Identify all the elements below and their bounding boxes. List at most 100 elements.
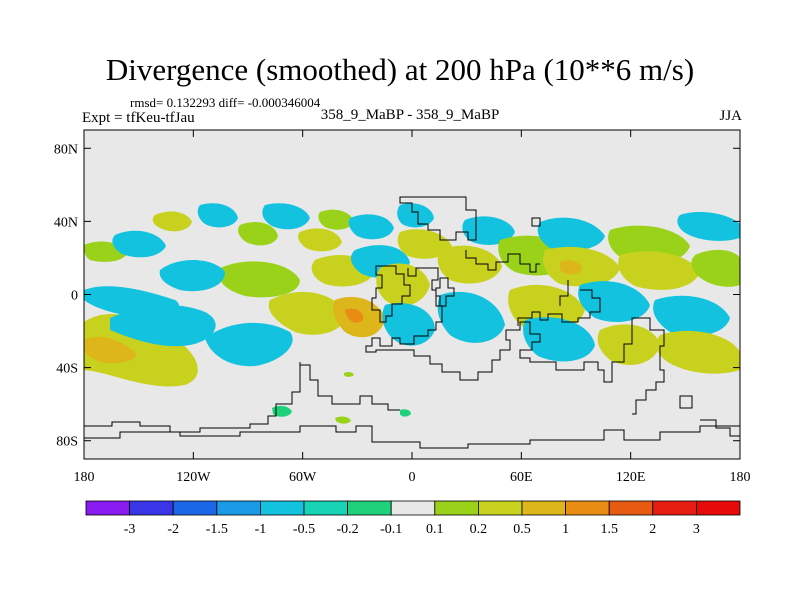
colorbar: -3 -2 -1.5 -1 -0.5 -0.2 -0.1 0.1 0.2 0.5 1 1.5 2 3 [85, 500, 741, 537]
lon-tick-label: 60W [289, 470, 317, 485]
comparison-label: 358_9_MaBP - 358_9_MaBP [320, 107, 500, 123]
field-blob [397, 229, 452, 259]
colorbar-label: -1.5 [206, 522, 228, 537]
colorbar-swatch [608, 500, 654, 516]
colorbar-swatch [259, 500, 305, 516]
field-blob [677, 211, 740, 241]
colorbar-label: 0.1 [426, 522, 444, 537]
continent-outline [517, 289, 601, 326]
lon-tick-label: 180 [74, 470, 95, 485]
field-blob [268, 291, 346, 335]
continent-outline [300, 364, 400, 411]
lon-tick-label: 0 [409, 470, 416, 485]
continent-outline [435, 277, 455, 307]
field-blob [84, 314, 198, 387]
lat-tick-label: 40N [54, 215, 78, 230]
field-blob [397, 203, 434, 228]
field-blob [298, 228, 342, 252]
field-blob [152, 211, 192, 232]
latitude-axis: 80N 40N 0 40S 80S [54, 142, 740, 450]
continent-outline [700, 419, 740, 437]
continent-outline [465, 250, 540, 273]
field-blob [272, 405, 292, 417]
divergence-field [84, 203, 740, 424]
stats-line: rmsd= 0.132293 diff= -0.000346004 [130, 95, 321, 110]
field-blob [437, 291, 505, 343]
field-blob [345, 308, 364, 323]
experiment-label: Expt = tfKeu-tfJau [82, 110, 195, 126]
colorbar-swatch [390, 500, 436, 516]
field-blob [112, 230, 166, 258]
continent-outline [559, 280, 569, 306]
field-blob [537, 217, 605, 251]
colorbar-swatch [696, 500, 741, 516]
colorbar-label: -2 [167, 522, 179, 537]
field-blob [159, 260, 225, 292]
colorbar-swatch [85, 500, 130, 516]
plot-title: Divergence (smoothed) at 200 hPa (10**6 … [105, 52, 695, 87]
colorbar-swatch [652, 500, 697, 516]
lon-tick-label: 180 [730, 470, 751, 485]
colorbar-swatch [434, 500, 479, 516]
field-blob [618, 251, 700, 290]
colorbar-swatch [477, 500, 523, 516]
lon-tick-label: 120E [616, 470, 646, 485]
field-blob [218, 261, 300, 298]
continent-outline [84, 425, 740, 449]
lat-tick-label: 80N [54, 142, 78, 157]
colorbar-swatch [129, 500, 174, 516]
colorbar-label: -0.1 [380, 522, 402, 537]
colorbar-label: -0.5 [293, 522, 315, 537]
continent-outline [531, 217, 541, 227]
field-blob [262, 203, 310, 230]
field-blob [335, 416, 351, 424]
colorbar-label: -1 [255, 522, 267, 537]
continent-outline [679, 395, 693, 409]
colorbar-swatch [216, 500, 261, 516]
continent-outlines [84, 196, 740, 449]
field-blob [344, 371, 354, 377]
field-blob [197, 203, 238, 228]
continent-outline [84, 362, 301, 433]
continent-outline [371, 265, 411, 323]
field-blob [523, 317, 595, 362]
field-blob [205, 322, 293, 367]
field-blob [318, 209, 354, 230]
field-blob [376, 263, 430, 306]
longitude-axis: 180 120W 60W 0 60E 120E 180 [74, 130, 751, 485]
lon-tick-label: 60E [510, 470, 533, 485]
colorbar-label: 3 [693, 522, 700, 537]
lat-tick-label: 40S [56, 362, 78, 377]
colorbar-swatch [347, 500, 392, 516]
colorbar-swatch [172, 500, 218, 516]
field-blob [84, 336, 136, 364]
colorbar-label: 2 [649, 522, 656, 537]
colorbar-swatch [521, 500, 566, 516]
field-blob [348, 214, 394, 240]
colorbar-label: 0.5 [513, 522, 531, 537]
field-blob [560, 260, 582, 275]
field-blob [110, 305, 216, 347]
field-blob [653, 295, 730, 336]
lat-tick-label: 80S [56, 435, 78, 450]
season-label: JJA [719, 108, 742, 124]
lon-tick-label: 120W [176, 470, 211, 485]
colorbar-label: -3 [124, 522, 136, 537]
colorbar-label: 0.2 [470, 522, 488, 537]
lat-tick-label: 0 [71, 289, 78, 304]
field-blob [437, 245, 502, 284]
colorbar-label: -0.2 [337, 522, 359, 537]
field-blob [238, 222, 278, 246]
field-blob [691, 249, 740, 287]
field-blob [656, 330, 740, 374]
colorbar-label: 1.5 [600, 522, 618, 537]
colorbar-label: 1 [562, 522, 569, 537]
field-blob [382, 302, 435, 346]
field-blob [597, 324, 660, 365]
field-blob [400, 409, 411, 417]
colorbar-swatch [303, 500, 348, 516]
continent-outline [399, 196, 477, 241]
field-blob [543, 246, 620, 287]
colorbar-swatch [565, 500, 610, 516]
